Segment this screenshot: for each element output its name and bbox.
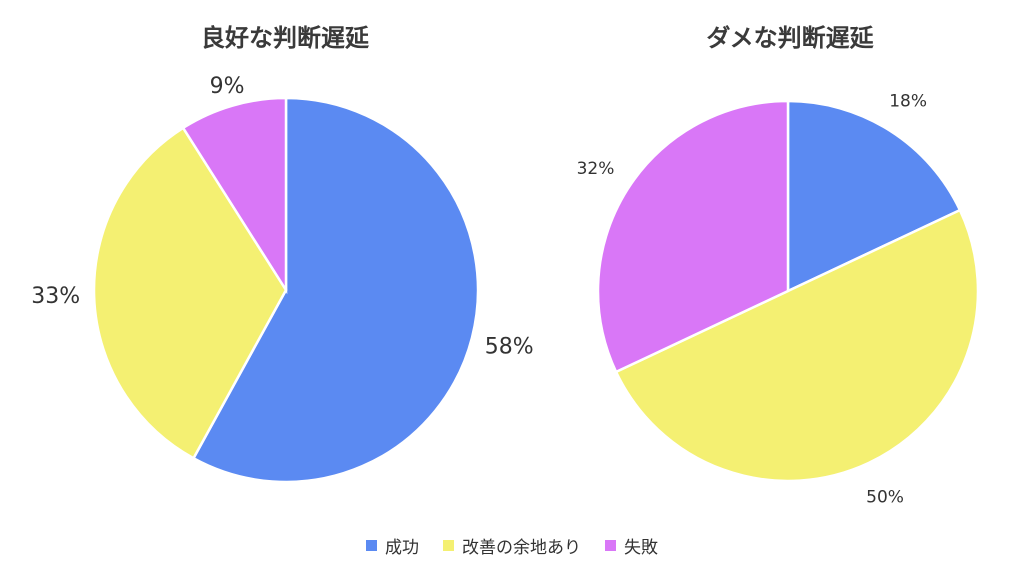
pie-1-label-improve: 50% — [866, 487, 904, 507]
pie-0-label-improve: 33% — [31, 284, 80, 309]
pie-1-slice-success — [786, 99, 962, 293]
legend: 成功 改善の余地あり 失敗 — [0, 533, 1024, 558]
pie-0-slice-success — [191, 96, 480, 484]
legend-swatch-success — [366, 540, 377, 551]
legend-label-fail: 失敗 — [624, 538, 658, 558]
pie-0-label-success: 58% — [485, 334, 534, 359]
legend-swatch-fail — [605, 540, 616, 551]
legend-item-success: 成功 — [366, 533, 419, 558]
legend-item-improve: 改善の余地あり — [443, 533, 581, 558]
legend-label-success: 成功 — [385, 538, 419, 558]
pie-1: 18% 50% 32% — [577, 92, 980, 507]
pie-0-label-fail: 9% — [210, 74, 245, 99]
legend-swatch-improve — [443, 540, 454, 551]
legend-label-improve: 改善の余地あり — [462, 538, 581, 558]
pie-0-slice-improve — [92, 126, 288, 460]
pie-0-slice-fail — [181, 96, 288, 295]
pie-1-slice-improve — [614, 208, 980, 483]
chart-title-bad: ダメな判断遅延 — [706, 24, 874, 52]
legend-item-fail: 失敗 — [605, 533, 658, 558]
pie-1-label-fail: 32% — [577, 159, 615, 179]
pie-0: 58% 33% 9% — [31, 74, 534, 484]
pie-1-slice-fail — [596, 99, 790, 374]
chart-title-good: 良好な判断遅延 — [201, 24, 369, 52]
pie-1-label-success: 18% — [889, 92, 927, 112]
